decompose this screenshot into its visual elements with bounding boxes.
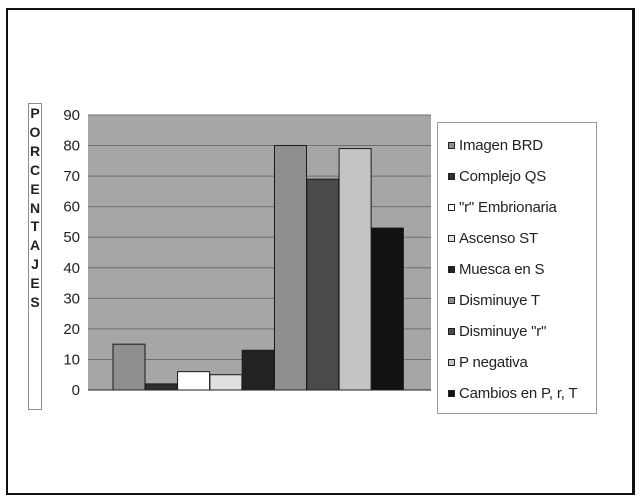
legend-swatch (448, 296, 455, 304)
y-axis-label-letter: T (30, 218, 40, 235)
bar-7 (306, 178, 340, 391)
legend: Imagen BRD Complejo QS "r" Embrionaria Asce… (437, 122, 597, 414)
y-tick-label: 60 (63, 199, 80, 216)
legend-swatch (448, 172, 455, 180)
y-axis-label-letter: C (29, 161, 41, 178)
legend-label: "r" Embrionaria (459, 198, 557, 216)
legend-item: Ascenso ST (448, 228, 538, 248)
y-tick-label: 30 (63, 290, 80, 307)
legend-item: P negativa (448, 352, 528, 372)
bar-9 (370, 227, 404, 391)
legend-item: Complejo QS (448, 166, 546, 186)
legend-label: Imagen BRD (459, 136, 543, 154)
legend-label: P negativa (459, 353, 528, 371)
y-tick-label: 80 (63, 138, 80, 155)
bar-2 (144, 383, 178, 391)
bar-1 (112, 343, 146, 391)
legend-item: Muesca en S (448, 259, 545, 279)
bar-8 (338, 148, 372, 391)
y-axis-label-letter: O (29, 123, 41, 140)
legend-label: Complejo QS (459, 167, 547, 185)
y-tick-label: 10 (63, 351, 80, 368)
legend-swatch (448, 265, 455, 273)
legend-swatch (448, 203, 455, 211)
bar-6 (274, 145, 307, 391)
y-axis-label-letter: R (29, 142, 41, 159)
y-tick-label: 50 (63, 229, 80, 246)
y-axis-label-letter: J (31, 256, 39, 273)
y-axis-label-letter: P (30, 105, 40, 121)
legend-swatch (448, 234, 455, 242)
bar-3 (177, 371, 211, 391)
legend-item: Disminuye T (448, 290, 540, 310)
legend-label: Disminuye "r" (459, 322, 547, 340)
legend-label: Muesca en S (459, 260, 545, 278)
legend-item: Disminuye "r" (448, 321, 546, 341)
legend-item: Cambios en P, r, T (448, 383, 578, 403)
legend-item: "r" Embrionaria (448, 197, 557, 217)
y-axis-label-letter: A (29, 237, 41, 254)
y-axis-label-letter: N (29, 199, 41, 216)
legend-swatch (448, 327, 455, 335)
legend-label: Cambios en P, r, T (459, 384, 578, 402)
legend-swatch (448, 141, 455, 149)
y-tick-label: 0 (72, 382, 80, 399)
legend-item: Imagen BRD (448, 135, 543, 155)
legend-swatch (448, 389, 455, 397)
bar-4 (209, 374, 243, 391)
legend-label: Ascenso ST (459, 229, 538, 247)
y-tick-label: 40 (63, 260, 80, 277)
y-axis-label-letter: S (30, 294, 40, 311)
y-axis-label-letter: E (30, 180, 40, 197)
y-tick-label: 90 (63, 107, 80, 124)
y-tick-label: 20 (63, 321, 80, 338)
legend-label: Disminuye T (459, 291, 540, 309)
y-axis-label-letter: E (30, 275, 40, 292)
bar-5 (241, 349, 275, 391)
y-tick-label: 70 (63, 168, 80, 185)
legend-swatch (448, 358, 455, 366)
